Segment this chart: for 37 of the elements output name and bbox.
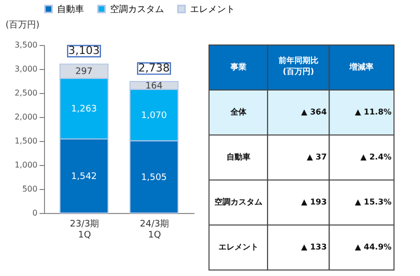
- text: エレメント: [218, 242, 258, 252]
- y-tick-label: 3,500: [14, 40, 38, 50]
- text: 1,505: [141, 172, 167, 183]
- y-tick-label: 0: [32, 208, 38, 218]
- y-tick-label: 1,500: [14, 136, 38, 146]
- legend-label: エレメント: [190, 4, 235, 15]
- y-tick-label: 3,000: [14, 64, 38, 74]
- text: 297: [75, 67, 93, 78]
- text: ▲ 37: [306, 152, 327, 162]
- legend-label: 空調カスタム: [110, 4, 164, 15]
- y-tick-label: 500: [22, 184, 38, 194]
- y-tick-label: 2,000: [14, 112, 38, 122]
- text: 全体: [229, 108, 248, 116]
- text: ▲ 193: [301, 198, 327, 206]
- text: ▲ 2.4%: [360, 152, 392, 162]
- text: 前年同期比 (百万円): [277, 56, 318, 76]
- text: 1,263: [71, 104, 97, 115]
- text: ▲ 44.9%: [354, 242, 392, 252]
- y-tick-label: 1,000: [14, 160, 38, 170]
- text: 自動車: [226, 152, 250, 162]
- x-tick-label: 24/3期 1Q: [140, 218, 170, 240]
- x-tick-label: 23/3期 1Q: [70, 218, 100, 240]
- text: ▲ 364: [301, 108, 328, 116]
- text: 1,542: [71, 172, 97, 182]
- total-label: 3,103: [68, 44, 100, 58]
- y-axis-title: (百万円): [5, 20, 40, 30]
- text: ▲ 15.3%: [354, 198, 392, 206]
- total-label: 2,738: [138, 62, 170, 75]
- legend-label: 自動車: [57, 4, 84, 15]
- text: ▲ 133: [301, 242, 327, 252]
- text: 空調カスタム: [214, 196, 262, 206]
- y-tick-label: 2,500: [14, 88, 38, 98]
- text: ▲ 11.8%: [354, 108, 392, 116]
- text: 164: [145, 81, 163, 92]
- text: 1,070: [141, 111, 167, 122]
- text: 増減率: [348, 62, 374, 72]
- text: 事業: [229, 62, 246, 72]
